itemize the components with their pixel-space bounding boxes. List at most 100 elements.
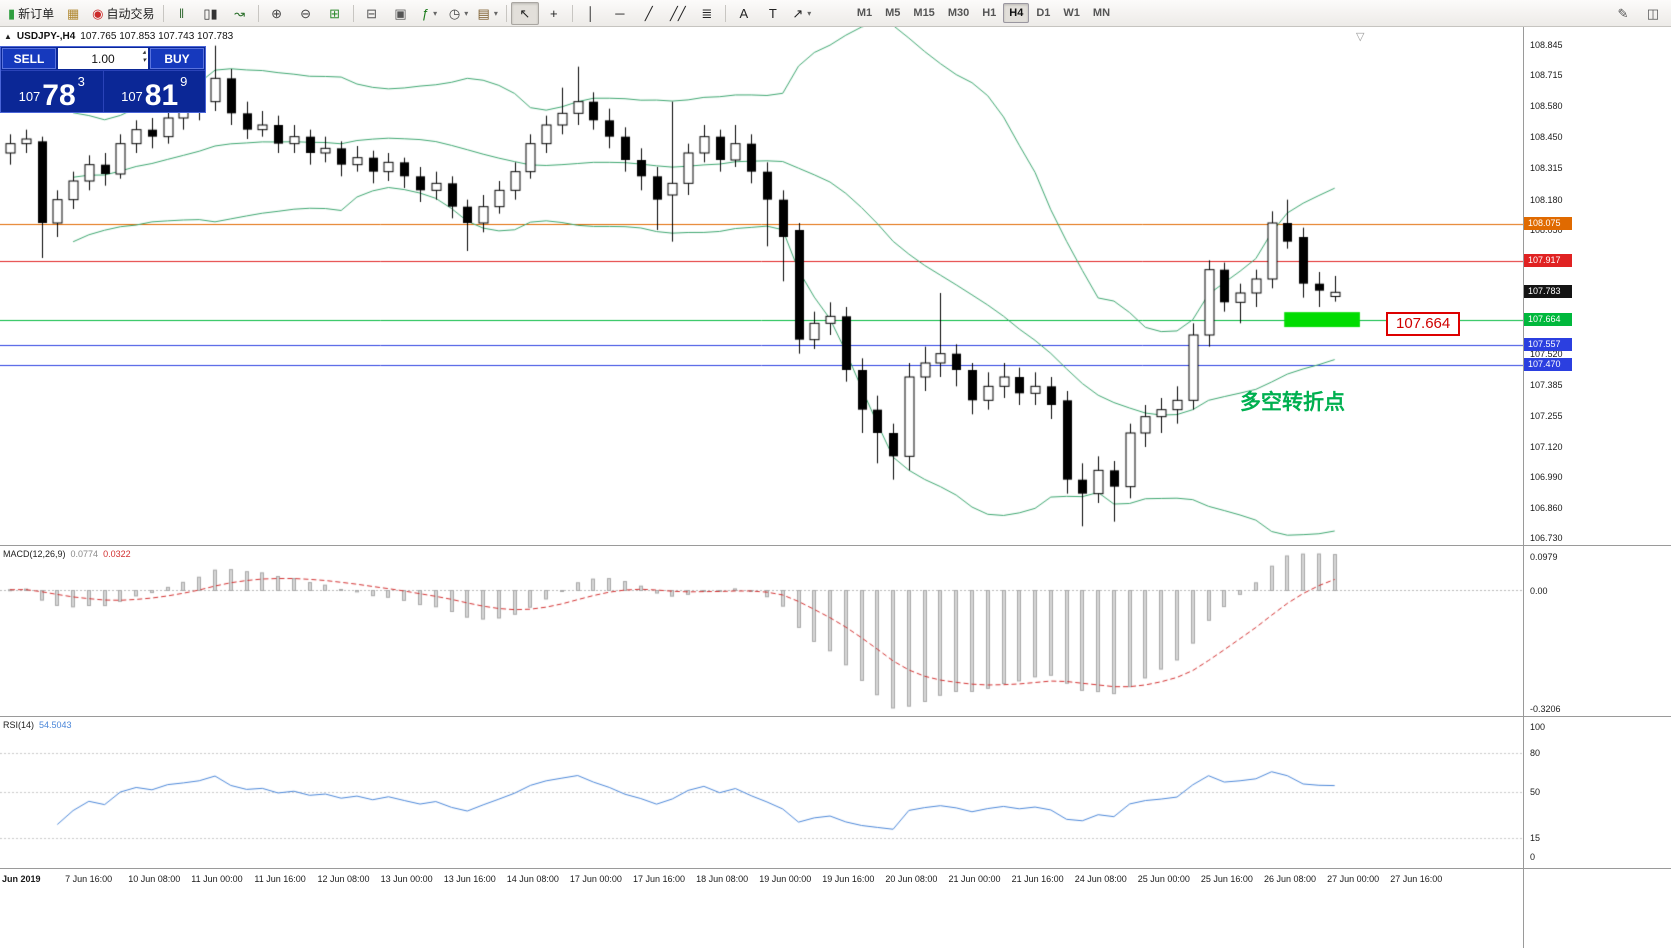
indicators-button[interactable]: ƒ ▾ bbox=[416, 2, 444, 25]
time-axis-label: 25 Jun 00:00 bbox=[1137, 874, 1190, 884]
time-axis-label: 21 Jun 00:00 bbox=[948, 874, 1001, 884]
price-scale-label: 108.715 bbox=[1530, 69, 1563, 80]
auto-trading-button[interactable]: ◉ 自动交易 bbox=[88, 2, 158, 25]
price-scale[interactable]: 0.0979 0.00 -0.3206 108.845 108.715 108.58… bbox=[1523, 27, 1671, 948]
time-axis-label: 14 Jun 08:00 bbox=[506, 874, 559, 884]
bar-chart-button[interactable]: ‖ bbox=[168, 2, 196, 25]
macd-scale-bottom: -0.3206 bbox=[1530, 704, 1561, 714]
zoom-in-icon: ⊕ bbox=[271, 5, 282, 21]
symbol-info-bar: ▲ USDJPY-,H4 107.765 107.853 107.743 107… bbox=[4, 31, 233, 42]
pencil-icon: ✎ bbox=[1617, 5, 1629, 21]
horizontal-line-button[interactable]: ─ bbox=[606, 2, 634, 25]
price-scale-label: 106.860 bbox=[1530, 502, 1563, 513]
price-callout-box[interactable]: 107.664 bbox=[1386, 312, 1461, 336]
time-axis-label: 7 Jun 16:00 bbox=[65, 874, 113, 884]
panel-separator[interactable] bbox=[0, 868, 1671, 869]
panel-separator[interactable] bbox=[0, 716, 1671, 717]
shapes-icon: ↗ bbox=[792, 5, 804, 21]
sell-price[interactable]: 107 78 3 bbox=[1, 71, 103, 112]
cascade-icon: ▣ bbox=[394, 5, 407, 21]
sell-button[interactable]: SELL bbox=[2, 48, 56, 69]
text-label-button[interactable]: T bbox=[759, 2, 787, 25]
time-axis-label: 19 Jun 16:00 bbox=[822, 874, 875, 884]
timeframe-group: M1 M5 M15 M30 H1 H4 D1 W1 MN bbox=[851, 3, 1116, 23]
rsi-scale-label: 0 bbox=[1530, 852, 1536, 862]
time-axis[interactable]: Jun 2019 7 Jun 16:00 10 Jun 08:00 11 Jun 00… bbox=[0, 871, 1523, 891]
macd-label: MACD(12,26,9) 0.0774 0.0322 bbox=[3, 549, 131, 559]
one-click-trading-panel: SELL 1.00 ▴ ▾ BUY 107 78 3 107 81 9 bbox=[0, 46, 206, 113]
indicators-icon: ƒ bbox=[421, 5, 430, 21]
main-chart-canvas[interactable] bbox=[0, 27, 1523, 545]
time-axis-label: 26 Jun 08:00 bbox=[1264, 874, 1317, 884]
crosshair-button[interactable]: + bbox=[540, 2, 568, 25]
new-order-button[interactable]: ▮ 新订单 bbox=[4, 2, 58, 25]
template-icon: ▤ bbox=[477, 5, 490, 21]
panel-separator[interactable] bbox=[0, 545, 1671, 546]
timeframe-mn[interactable]: MN bbox=[1092, 7, 1111, 19]
text-icon: A bbox=[739, 5, 749, 21]
candlestick-icon: ▯▮ bbox=[203, 5, 218, 21]
volume-spinner[interactable]: ▴ ▾ bbox=[142, 49, 146, 64]
timeframe-m1[interactable]: M1 bbox=[856, 7, 873, 19]
spinner-down-icon[interactable]: ▾ bbox=[142, 56, 146, 64]
price-scale-label: 108.580 bbox=[1530, 101, 1563, 112]
caret-down-icon: ▾ bbox=[807, 8, 812, 18]
caret-down-icon: ▾ bbox=[493, 8, 498, 18]
timeframe-m5[interactable]: M5 bbox=[885, 7, 901, 19]
toolbar-separator bbox=[505, 4, 507, 22]
price-scale-label: 108.845 bbox=[1530, 39, 1563, 50]
rsi-value: 54.5043 bbox=[39, 720, 72, 730]
zoom-out-button[interactable]: ⊖ bbox=[292, 2, 320, 25]
zoom-in-button[interactable]: ⊕ bbox=[263, 2, 291, 25]
time-axis-label: 17 Jun 16:00 bbox=[633, 874, 686, 884]
chart-shift-marker[interactable]: ▽ bbox=[1356, 31, 1365, 43]
line-chart-button[interactable]: ↝ bbox=[226, 2, 254, 25]
time-axis-label: 12 Jun 08:00 bbox=[317, 874, 370, 884]
cursor-button[interactable]: ↖ bbox=[510, 1, 539, 25]
macd-scale-zero: 0.00 bbox=[1530, 585, 1548, 596]
tile-windows-button[interactable]: ⊞ bbox=[321, 2, 349, 25]
price-scale-label: 108.315 bbox=[1530, 163, 1563, 174]
volume-input[interactable]: 1.00 ▴ ▾ bbox=[58, 48, 148, 69]
toolbar: ▮ 新订单 ▦ ◉ 自动交易 ‖ ▯▮ ↝ ⊕ ⊖ ⊞ ⊟ ▣ ƒ ▾ ◷ ▾ ▤ ▾ ↖ + │ ─ ╱ ╱╱ ≣ A T ↗ ▾ M1… bbox=[0, 0, 1671, 27]
spinner-up-icon[interactable]: ▴ bbox=[142, 49, 146, 56]
trendline-button[interactable]: ╱ bbox=[635, 2, 663, 25]
cascade-windows-button[interactable]: ▣ bbox=[387, 2, 415, 25]
timeframe-h4[interactable]: H4 bbox=[1003, 3, 1030, 23]
line-chart-icon: ↝ bbox=[234, 5, 245, 21]
shapes-button[interactable]: ↗ ▾ bbox=[788, 2, 816, 25]
time-axis-label: Jun 2019 bbox=[2, 874, 41, 884]
zoom-out-icon: ⊖ bbox=[300, 5, 311, 21]
fibonacci-button[interactable]: ≣ bbox=[693, 2, 721, 25]
macd-main-value: 0.0774 bbox=[70, 549, 99, 559]
templates-button[interactable]: ▤ ▾ bbox=[474, 2, 502, 25]
collapse-panel-icon[interactable]: ▲ bbox=[4, 32, 12, 41]
rsi-canvas[interactable] bbox=[0, 717, 1523, 868]
time-axis-label: 11 Jun 16:00 bbox=[254, 874, 306, 884]
text-button[interactable]: A bbox=[730, 2, 758, 25]
turning-point-annotation[interactable]: 多空转折点 bbox=[1240, 391, 1345, 414]
channel-icon: ╱╱ bbox=[670, 5, 686, 21]
price-tag-107.783: 107.783 bbox=[1524, 285, 1572, 299]
candle-chart-button[interactable]: ▯▮ bbox=[197, 2, 225, 25]
auto-trading-icon: ◉ bbox=[92, 5, 104, 21]
timeframe-h1[interactable]: H1 bbox=[982, 7, 997, 19]
edit-chart-button[interactable]: ✎ bbox=[1609, 2, 1637, 25]
buy-price[interactable]: 107 81 9 bbox=[102, 71, 206, 112]
time-axis-label: 17 Jun 00:00 bbox=[569, 874, 622, 884]
crosshair-icon: + bbox=[550, 5, 558, 21]
vertical-line-button[interactable]: │ bbox=[577, 2, 605, 25]
buy-button[interactable]: BUY bbox=[150, 48, 204, 69]
timeframe-m30[interactable]: M30 bbox=[947, 7, 970, 19]
periods-button[interactable]: ◷ ▾ bbox=[445, 2, 473, 25]
price-scale-label: 107.520 bbox=[1530, 348, 1563, 359]
caret-down-icon: ▾ bbox=[433, 8, 438, 18]
timeframe-w1[interactable]: W1 bbox=[1063, 7, 1080, 19]
arrange-windows-button[interactable]: ⊟ bbox=[358, 2, 386, 25]
timeframe-m15[interactable]: M15 bbox=[913, 7, 935, 19]
macd-canvas[interactable] bbox=[0, 546, 1523, 716]
channel-button[interactable]: ╱╱ bbox=[664, 2, 692, 25]
chart-window-button[interactable]: ▦ bbox=[59, 2, 87, 25]
chart-profile-button[interactable]: ◫ bbox=[1639, 2, 1667, 25]
timeframe-d1[interactable]: D1 bbox=[1036, 7, 1051, 19]
